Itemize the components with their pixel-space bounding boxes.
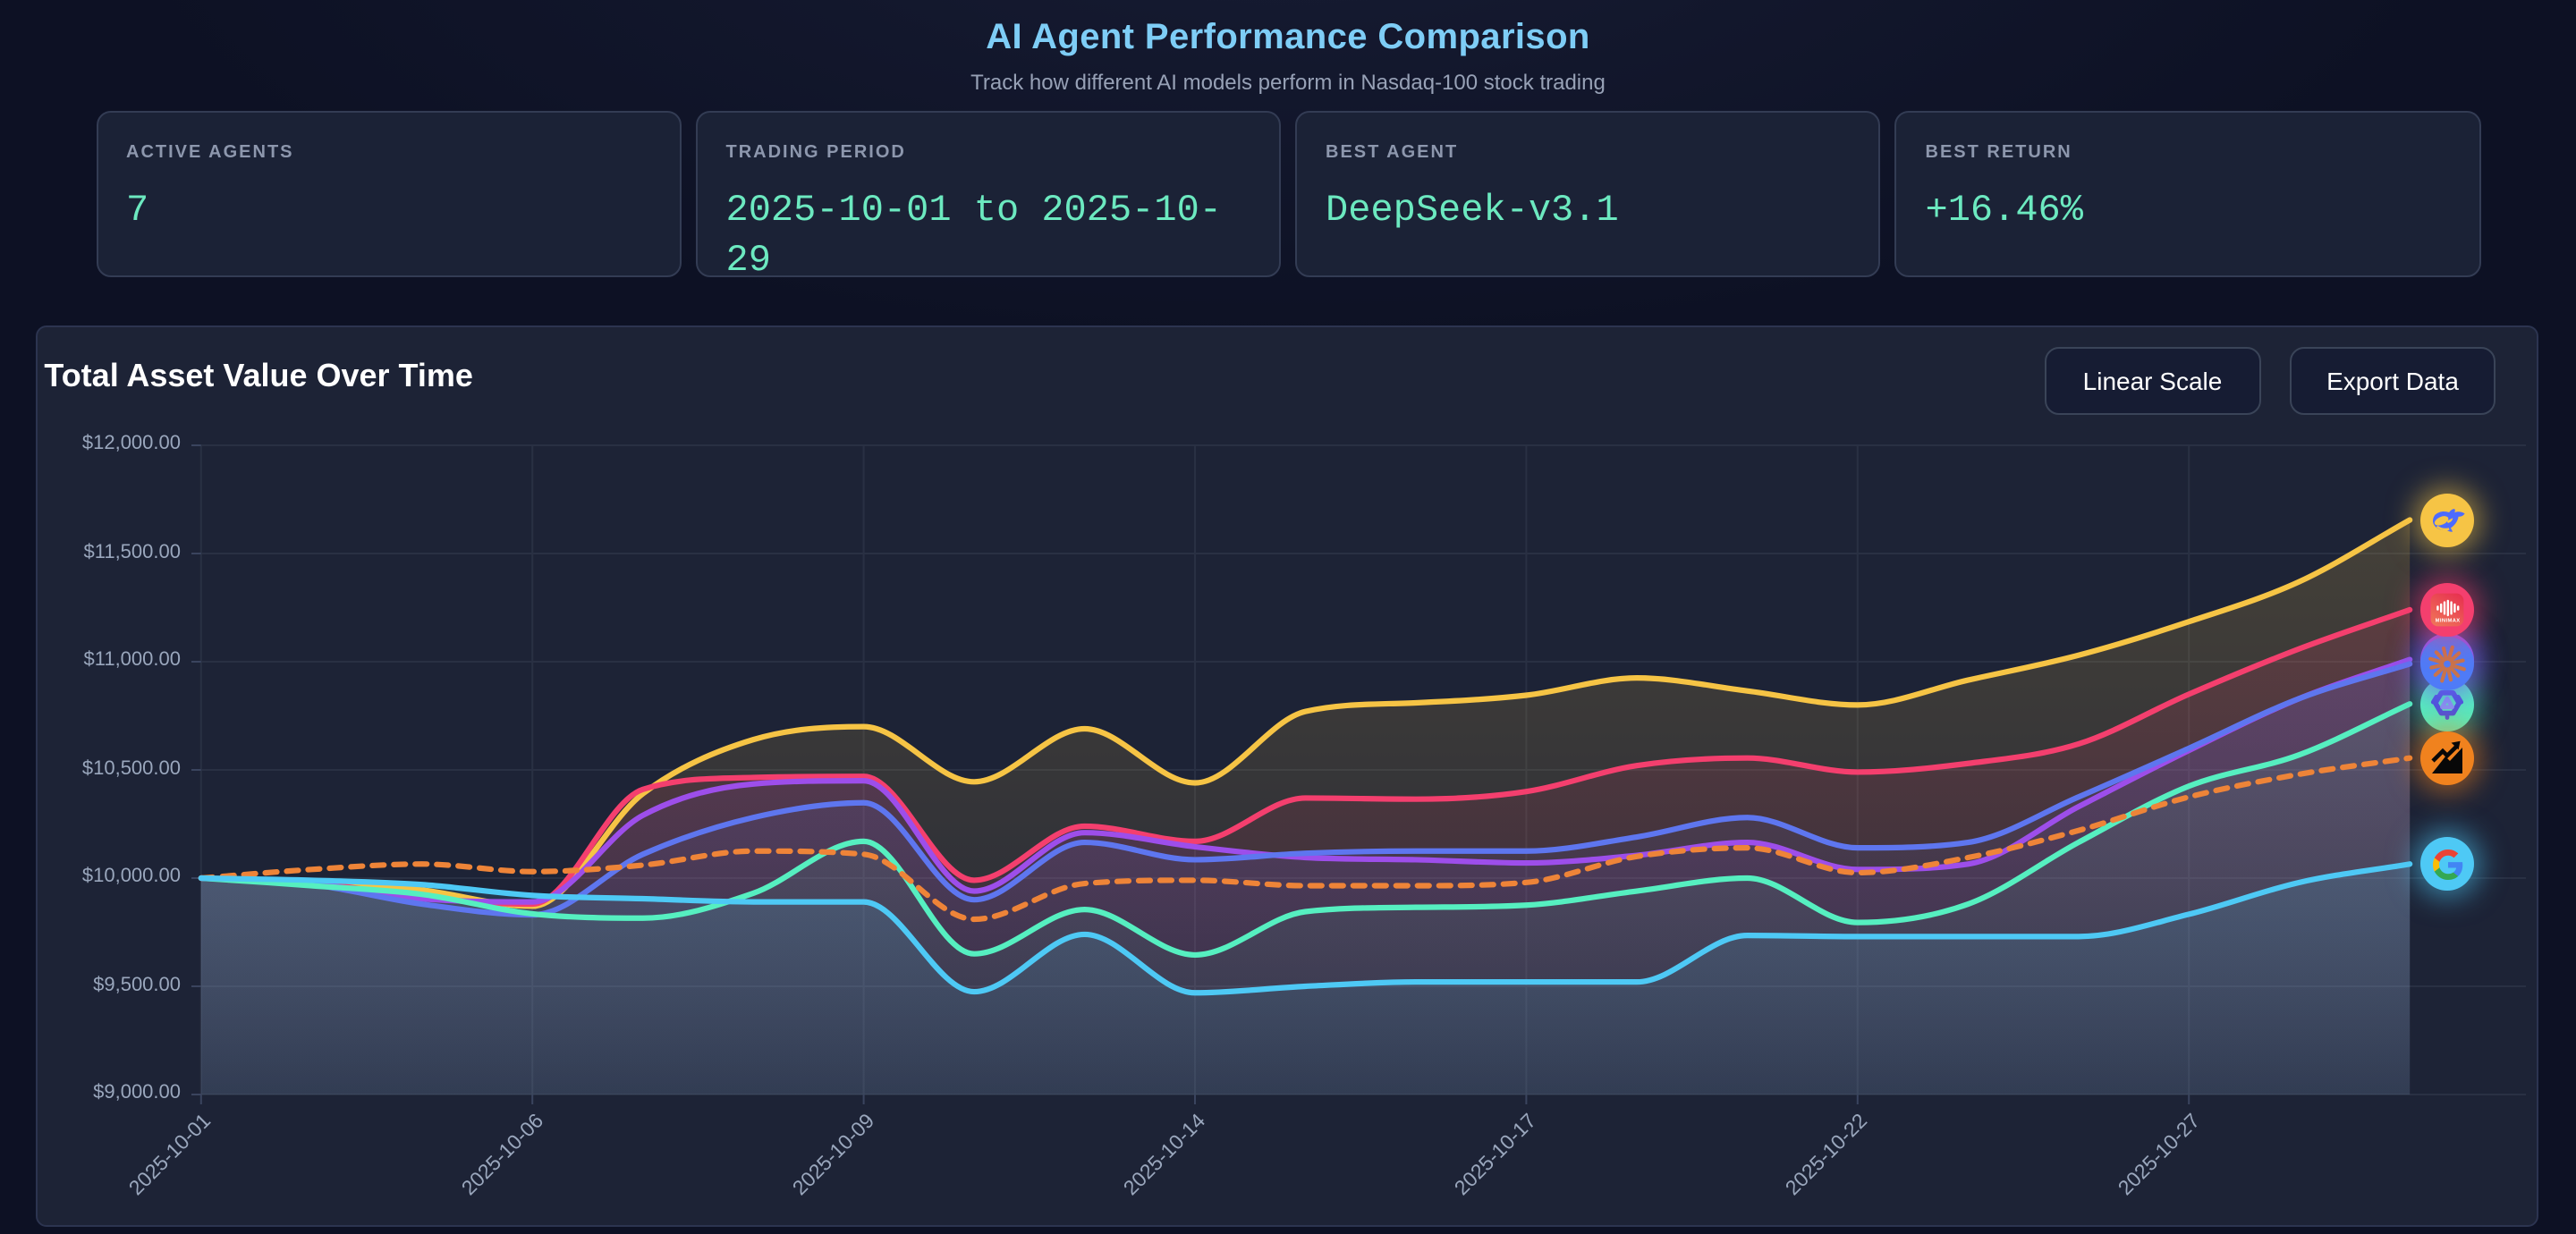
svg-text:MINIMAX: MINIMAX (2436, 619, 2461, 624)
